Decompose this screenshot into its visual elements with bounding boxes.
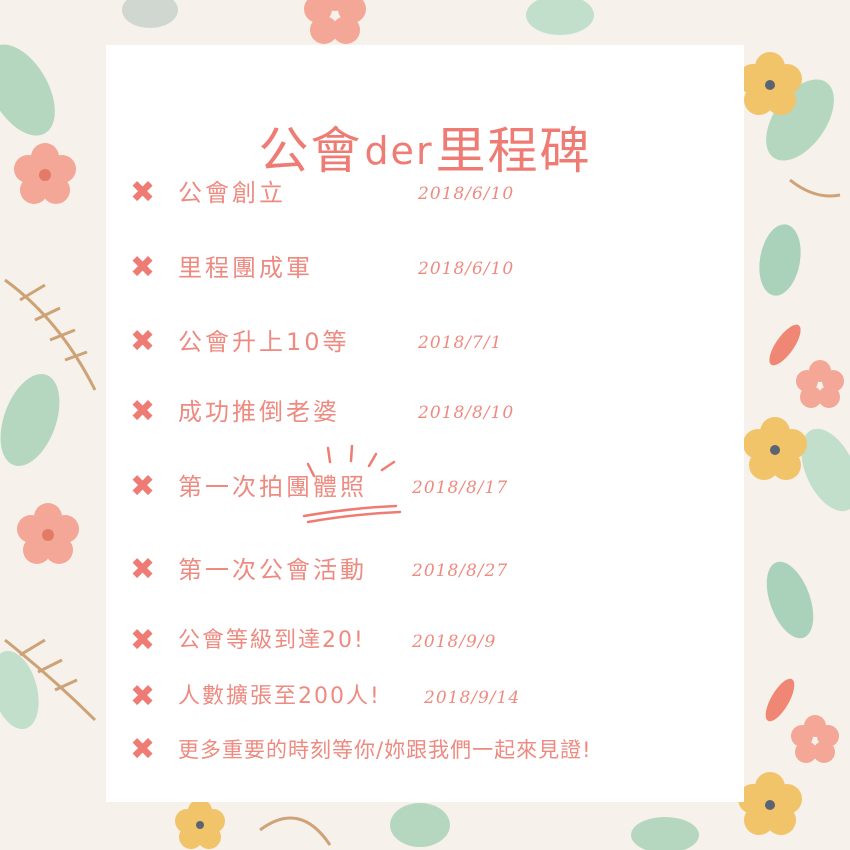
- milestone-date: 2018/8/10: [418, 403, 515, 423]
- milestone-label: 公會創立: [178, 179, 286, 207]
- milestone-date: 2018/9/14: [424, 688, 521, 708]
- milestone-label: 里程團成軍: [178, 254, 313, 282]
- milestone-date: 2018/8/17: [412, 478, 509, 498]
- cross-icon: ✖: [130, 469, 156, 504]
- milestone-label: 更多重要的時刻等你/妳跟我們一起來見證!: [178, 738, 592, 762]
- milestone-date: 2018/9/9: [412, 632, 497, 652]
- milestone-card: 公會der里程碑 ✖ 公會創立 2018/6/10 ✖ 里程團成軍 2018/6…: [106, 45, 744, 802]
- milestone-label: 人數擴張至200人!: [178, 684, 381, 709]
- milestone-date: 2018/6/10: [418, 184, 515, 204]
- milestone-date: 2018/7/1: [418, 333, 503, 353]
- milestone-label: 公會等級到達20!: [178, 628, 365, 653]
- cross-icon: ✖: [130, 552, 156, 587]
- cross-icon: ✖: [130, 394, 156, 429]
- milestone-date: 2018/6/10: [418, 259, 515, 279]
- emphasis-doodle: [302, 444, 402, 524]
- milestone-label: 第一次拍團體照: [178, 473, 367, 501]
- title-part3: 里程碑: [435, 122, 592, 180]
- cross-icon: ✖: [130, 175, 156, 210]
- title-part1: 公會: [258, 122, 363, 180]
- milestone-label: 公會升上10等: [178, 328, 350, 356]
- milestone-label: 成功推倒老婆: [178, 398, 340, 426]
- title-part2: der: [364, 129, 434, 173]
- cross-icon: ✖: [130, 250, 156, 285]
- milestone-date: 2018/8/27: [412, 561, 509, 581]
- cross-icon: ✖: [130, 732, 156, 767]
- cross-icon: ✖: [130, 324, 156, 359]
- milestone-label: 第一次公會活動: [178, 556, 367, 584]
- cross-icon: ✖: [130, 623, 156, 658]
- page-title: 公會der里程碑: [106, 111, 744, 183]
- cross-icon: ✖: [130, 679, 156, 714]
